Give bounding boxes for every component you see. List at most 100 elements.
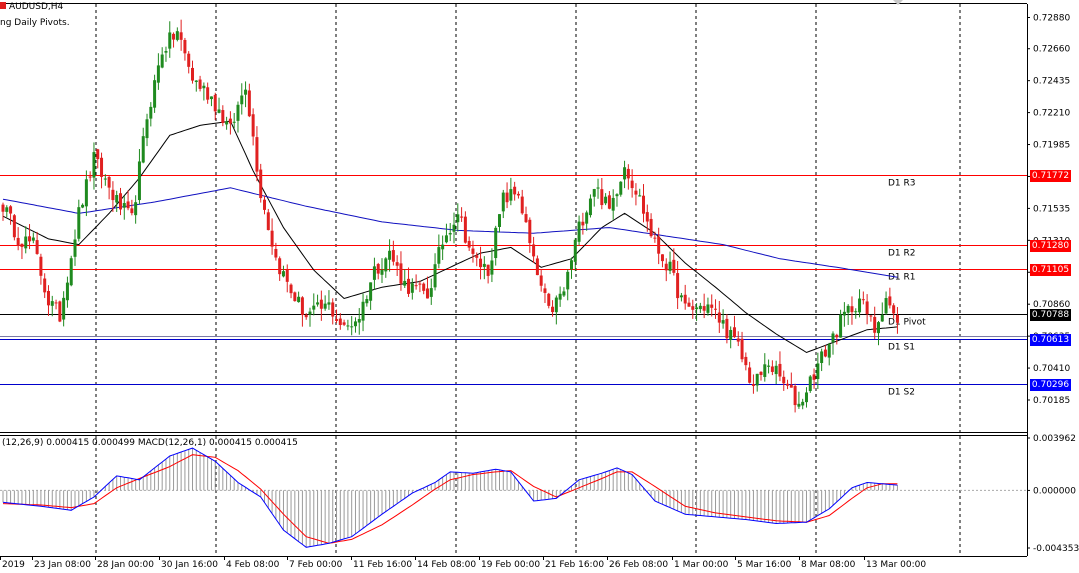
candle-body [471, 248, 475, 254]
price-tick-label-3: 0.72210 [1033, 109, 1070, 119]
candle-body [626, 168, 630, 179]
candle-body [407, 278, 411, 294]
candle-body [865, 301, 869, 315]
candle-body [660, 254, 664, 262]
candle-body [342, 322, 346, 325]
candle-body [444, 235, 448, 243]
candle-body [630, 180, 634, 189]
candle-body [77, 207, 81, 239]
candle-body [16, 237, 20, 246]
candle-body [456, 214, 460, 223]
macd-tick-label-0: 0.003962 [1033, 434, 1076, 444]
candle-body [710, 304, 714, 308]
candle-body [58, 301, 62, 322]
time-tick-label-5: 7 Feb 00:00 [289, 560, 343, 570]
candle-body [619, 181, 623, 195]
candle-body [585, 212, 589, 224]
candle-body [516, 193, 520, 196]
candle-body [509, 189, 513, 201]
time-tick-label-0: 2019 [2, 560, 25, 570]
candle-body [1, 204, 5, 212]
candle-body [588, 198, 592, 216]
candle-body [228, 118, 232, 124]
candle-body [380, 269, 384, 275]
pivot-label-4: D1 S1 [888, 343, 915, 353]
candle-body [714, 308, 718, 310]
candle-body [755, 373, 759, 386]
candle-body [46, 290, 50, 306]
candle-body [103, 178, 107, 180]
candle-body [281, 271, 285, 277]
macd-tick-label-1: 0.000000 [1033, 486, 1076, 496]
candle-body [653, 237, 657, 239]
candle-body [369, 282, 373, 301]
macd-main-line [2, 447, 898, 548]
candle-body [361, 301, 365, 321]
candle-body [467, 240, 471, 248]
candle-body [289, 284, 293, 294]
candle-body [490, 260, 494, 275]
time-tick-label-9: 21 Feb 16:00 [545, 560, 604, 570]
candle-body [236, 104, 240, 121]
time-tick-label-13: 8 Mar 08:00 [801, 560, 856, 570]
candle-body [187, 53, 191, 67]
candle-body [20, 243, 24, 247]
candle-body [81, 204, 85, 208]
time-tick-label-2: 28 Jan 00:00 [97, 560, 154, 570]
candle-body [717, 312, 721, 323]
time-tick-label-10: 26 Feb 08:00 [609, 560, 668, 570]
candle-body [251, 114, 255, 137]
candle-body [323, 303, 327, 309]
candle-body [338, 318, 342, 326]
candle-body [12, 215, 16, 238]
pivot-levels: D1 R3 D1 R2 D1 R1 D1 Pivot D1 S1 D1 S2 [0, 175, 1027, 398]
candle-body [702, 306, 706, 311]
candle-body [372, 266, 376, 280]
candle-body [604, 196, 608, 204]
candle-body [463, 216, 467, 243]
candle-body [134, 202, 138, 216]
candle-body [172, 33, 176, 40]
candle-body [570, 260, 573, 270]
candle-body [786, 383, 790, 386]
candle-body [266, 212, 270, 231]
candle-body [551, 306, 555, 313]
candle-body [69, 258, 73, 286]
candle-body [683, 294, 687, 304]
candle-body [206, 87, 210, 100]
pivot-label-1: D1 R2 [888, 249, 916, 259]
candle-body [62, 297, 66, 320]
time-tick-label-12: 5 Mar 16:00 [737, 560, 792, 570]
candle-body [391, 250, 395, 262]
candle-body [425, 288, 429, 299]
candle-body [452, 224, 456, 232]
candle-body [827, 344, 831, 358]
candle-body [84, 179, 88, 207]
candle-body [410, 283, 414, 293]
candle-body [823, 349, 827, 357]
candle-body [221, 110, 225, 123]
price-tick-label-0: 0.72880 [1033, 14, 1070, 24]
ma-fast-line [2, 120, 898, 354]
candle-body [657, 236, 661, 254]
candle-body [297, 296, 301, 303]
candle-body [615, 194, 619, 197]
candle-body [300, 297, 304, 316]
price-badge-4: 0.70613 [1030, 333, 1071, 346]
price-tick-label-1: 0.72660 [1033, 45, 1070, 55]
candle-body [225, 121, 229, 125]
candle-body [539, 275, 543, 286]
candle-body [217, 109, 221, 113]
candle-body [721, 320, 725, 324]
candle-body [740, 338, 744, 360]
candle-body [448, 233, 452, 235]
candle-body [839, 314, 843, 338]
pivot-label-0: D1 R3 [888, 179, 916, 189]
candle-body [767, 365, 771, 367]
candle-body [736, 338, 740, 342]
candle-body [437, 247, 441, 264]
candle-body [175, 31, 179, 40]
candle-body [479, 258, 483, 268]
candle-body [884, 298, 888, 314]
